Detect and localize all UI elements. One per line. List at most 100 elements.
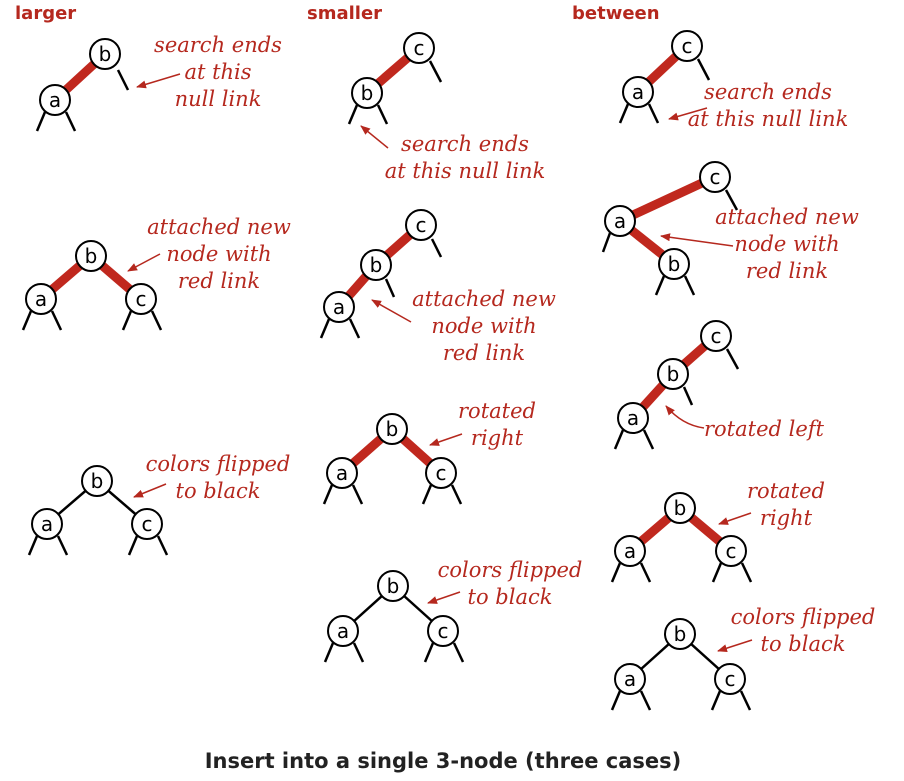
label-line: at this null link xyxy=(688,107,849,131)
heading-between: between xyxy=(572,3,660,24)
smaller-step-2: c b a attached new node with red link xyxy=(319,209,556,365)
tree-node xyxy=(39,84,71,116)
null-link xyxy=(384,278,396,298)
node-key: a xyxy=(632,80,644,104)
smaller-step-1: c b search ends at this null link xyxy=(347,32,545,183)
tree-node xyxy=(326,457,358,489)
heading-smaller: smaller xyxy=(307,3,382,24)
heading-larger: larger xyxy=(15,3,76,24)
label-line: rotated xyxy=(458,399,536,423)
null-link xyxy=(348,318,361,339)
label-line: right xyxy=(760,506,813,530)
label-line: attached new xyxy=(412,287,556,311)
node-key: c xyxy=(136,287,147,311)
pointer-arrow xyxy=(660,233,734,247)
label-line: search ends xyxy=(401,132,529,156)
label-line: to black xyxy=(176,479,261,503)
tree-node xyxy=(715,535,747,567)
null-link xyxy=(740,562,753,583)
null-link xyxy=(35,111,47,132)
null-link xyxy=(376,104,389,125)
null-link xyxy=(319,318,331,339)
pointer-arrow xyxy=(718,512,752,525)
between-step-4: b a c rotated right xyxy=(610,479,825,583)
null-link xyxy=(647,103,660,124)
null-link xyxy=(725,348,740,370)
null-link xyxy=(452,642,465,663)
label-line: rotated left xyxy=(704,417,825,441)
pointer-arrow xyxy=(127,253,161,272)
tree-node xyxy=(327,615,359,647)
between-step-5: b a c colors flipped to black xyxy=(610,605,876,711)
node-key: a xyxy=(627,406,639,430)
node-key: b xyxy=(386,417,399,441)
tree-node xyxy=(31,508,63,540)
pointer-arrow xyxy=(668,107,708,121)
tree-node xyxy=(81,465,113,497)
node-key: b xyxy=(667,362,680,386)
pointer-arrow xyxy=(717,639,753,653)
label-line: null link xyxy=(175,87,262,111)
null-link xyxy=(421,484,433,505)
node-key: b xyxy=(99,42,112,66)
node-key: c xyxy=(436,461,447,485)
tree-node xyxy=(351,77,383,109)
tree-node xyxy=(714,663,746,695)
null-link xyxy=(150,310,163,331)
null-link xyxy=(127,535,139,556)
red-link xyxy=(618,172,717,226)
label-line: colors flipped xyxy=(731,605,876,629)
label-line: at this xyxy=(184,60,251,84)
null-link xyxy=(27,535,39,556)
label-line: node with xyxy=(166,242,271,266)
null-link xyxy=(323,642,335,663)
tree-node xyxy=(425,457,457,489)
null-link xyxy=(56,535,69,556)
null-link xyxy=(683,275,696,296)
node-key: b xyxy=(674,622,687,646)
null-link xyxy=(450,484,463,505)
label-line: search ends xyxy=(154,33,282,57)
null-link xyxy=(430,238,443,258)
larger-step-1: b a search ends at this null link xyxy=(35,33,282,132)
node-key: c xyxy=(726,539,737,563)
null-link xyxy=(710,690,722,711)
tree-node xyxy=(622,76,654,108)
node-key: a xyxy=(41,512,53,536)
tree-node xyxy=(614,663,646,695)
node-key: a xyxy=(624,667,636,691)
pointer-arrow xyxy=(427,591,461,604)
node-key: b xyxy=(370,253,383,277)
node-key: a xyxy=(35,287,47,311)
label-line: right xyxy=(471,426,524,450)
tree-node xyxy=(699,161,731,193)
tree-node xyxy=(604,205,636,237)
null-link xyxy=(618,103,630,124)
node-key: b xyxy=(361,81,374,105)
tree-node xyxy=(360,249,392,281)
label-line: to black xyxy=(468,585,553,609)
tree-node xyxy=(405,209,437,241)
node-key: a xyxy=(624,539,636,563)
tree-node xyxy=(658,248,690,280)
null-link xyxy=(639,690,652,711)
null-link xyxy=(50,310,63,331)
node-key: c xyxy=(416,213,427,237)
node-key: a xyxy=(337,619,349,643)
label-line: red link xyxy=(443,341,525,365)
tree-node xyxy=(125,283,157,315)
node-key: a xyxy=(614,209,626,233)
node-key: a xyxy=(49,88,61,112)
null-link xyxy=(156,535,169,556)
node-key: b xyxy=(668,252,681,276)
null-link xyxy=(64,111,77,132)
node-key: c xyxy=(711,324,722,348)
label-line: rotated xyxy=(747,479,825,503)
null-link xyxy=(601,232,612,253)
between-step-1: c a search ends at this null link xyxy=(618,30,849,131)
tree-node xyxy=(403,32,435,64)
tree-node xyxy=(664,492,696,524)
label-line: node with xyxy=(431,314,536,338)
node-key: c xyxy=(682,34,693,58)
